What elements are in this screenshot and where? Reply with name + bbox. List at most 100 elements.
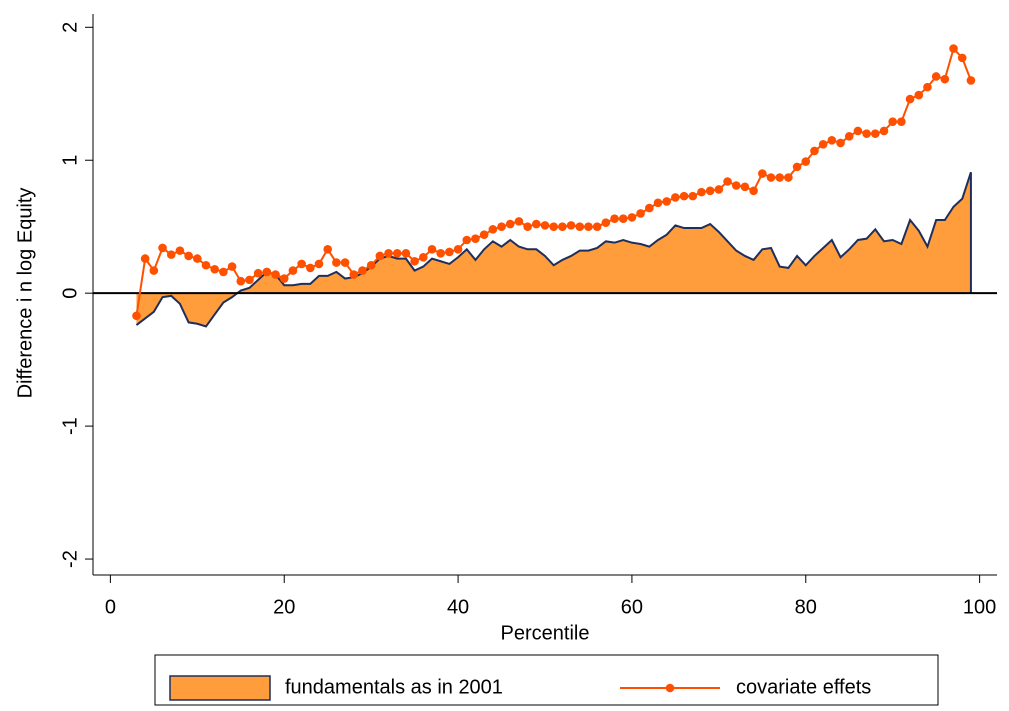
point bbox=[827, 135, 837, 145]
point bbox=[549, 222, 558, 232]
point bbox=[149, 266, 159, 275]
y-tick-label: 2 bbox=[59, 22, 81, 33]
point bbox=[358, 266, 367, 275]
point bbox=[966, 76, 976, 85]
point bbox=[175, 246, 185, 255]
point bbox=[236, 276, 246, 286]
point bbox=[957, 53, 967, 63]
point bbox=[410, 256, 419, 266]
y-tick-label: -1 bbox=[59, 417, 81, 435]
point bbox=[366, 260, 376, 270]
point bbox=[731, 181, 741, 190]
point bbox=[871, 129, 880, 138]
point bbox=[436, 248, 445, 258]
y-axis-title: Difference i n log Equity bbox=[14, 188, 36, 399]
point bbox=[740, 182, 750, 192]
point bbox=[401, 248, 411, 258]
point bbox=[427, 245, 437, 254]
point bbox=[801, 157, 811, 166]
point bbox=[784, 173, 793, 182]
point bbox=[653, 198, 663, 208]
point bbox=[940, 74, 950, 84]
point bbox=[688, 191, 698, 201]
point bbox=[227, 262, 237, 271]
y-tick-label: 0 bbox=[59, 288, 81, 299]
point bbox=[245, 275, 254, 285]
point bbox=[201, 260, 211, 270]
point bbox=[262, 267, 272, 277]
legend-box bbox=[154, 654, 939, 706]
point bbox=[184, 251, 193, 261]
x-tick-label: 20 bbox=[273, 596, 295, 618]
point bbox=[384, 248, 393, 258]
point bbox=[714, 185, 724, 194]
point bbox=[592, 222, 602, 232]
point bbox=[279, 274, 289, 283]
point bbox=[514, 217, 524, 226]
point bbox=[375, 251, 385, 261]
point bbox=[445, 247, 454, 257]
point bbox=[392, 248, 402, 258]
point bbox=[297, 259, 306, 269]
legend-label: fundamentals as in 2001 bbox=[285, 676, 503, 698]
point bbox=[923, 82, 932, 92]
point bbox=[140, 254, 150, 263]
point bbox=[505, 219, 515, 229]
point bbox=[766, 173, 776, 182]
point bbox=[462, 235, 472, 245]
point bbox=[558, 222, 567, 232]
point bbox=[158, 243, 167, 253]
point bbox=[497, 222, 506, 232]
point bbox=[306, 263, 315, 273]
point bbox=[897, 117, 906, 126]
point bbox=[879, 126, 889, 136]
point bbox=[618, 214, 628, 224]
point bbox=[662, 197, 671, 206]
point bbox=[645, 203, 654, 213]
x-axis-title: Percentile bbox=[501, 622, 590, 644]
point bbox=[253, 268, 263, 278]
y-tick-label: 1 bbox=[59, 155, 81, 166]
point bbox=[818, 139, 828, 149]
point bbox=[219, 267, 228, 277]
x-tick-label: 40 bbox=[447, 596, 469, 618]
point bbox=[210, 264, 219, 274]
point bbox=[671, 193, 680, 202]
point bbox=[540, 221, 550, 230]
point bbox=[853, 126, 863, 136]
point bbox=[488, 225, 498, 234]
point bbox=[931, 72, 941, 81]
x-tick-label: 60 bbox=[621, 596, 643, 618]
point bbox=[775, 173, 784, 182]
point bbox=[862, 129, 871, 138]
point bbox=[575, 222, 585, 232]
point bbox=[758, 169, 767, 178]
point bbox=[905, 94, 915, 104]
point bbox=[627, 213, 637, 222]
point bbox=[636, 209, 645, 218]
point bbox=[166, 250, 176, 259]
point bbox=[888, 117, 897, 126]
point bbox=[697, 187, 706, 197]
point bbox=[749, 186, 758, 196]
point bbox=[340, 258, 350, 267]
point bbox=[453, 245, 463, 254]
y-tick-label: -2 bbox=[59, 550, 81, 568]
x-tick-label: 0 bbox=[105, 596, 116, 618]
point bbox=[471, 234, 480, 243]
point bbox=[332, 258, 341, 267]
point bbox=[288, 266, 298, 275]
point bbox=[523, 222, 532, 232]
point bbox=[601, 218, 611, 228]
point bbox=[836, 138, 845, 148]
area bbox=[136, 172, 971, 327]
point bbox=[723, 177, 732, 186]
point bbox=[314, 259, 324, 269]
point bbox=[349, 270, 359, 279]
point bbox=[949, 44, 958, 53]
point bbox=[419, 252, 428, 262]
x-tick-label: 80 bbox=[795, 596, 817, 618]
point bbox=[914, 90, 924, 100]
point bbox=[532, 219, 541, 229]
